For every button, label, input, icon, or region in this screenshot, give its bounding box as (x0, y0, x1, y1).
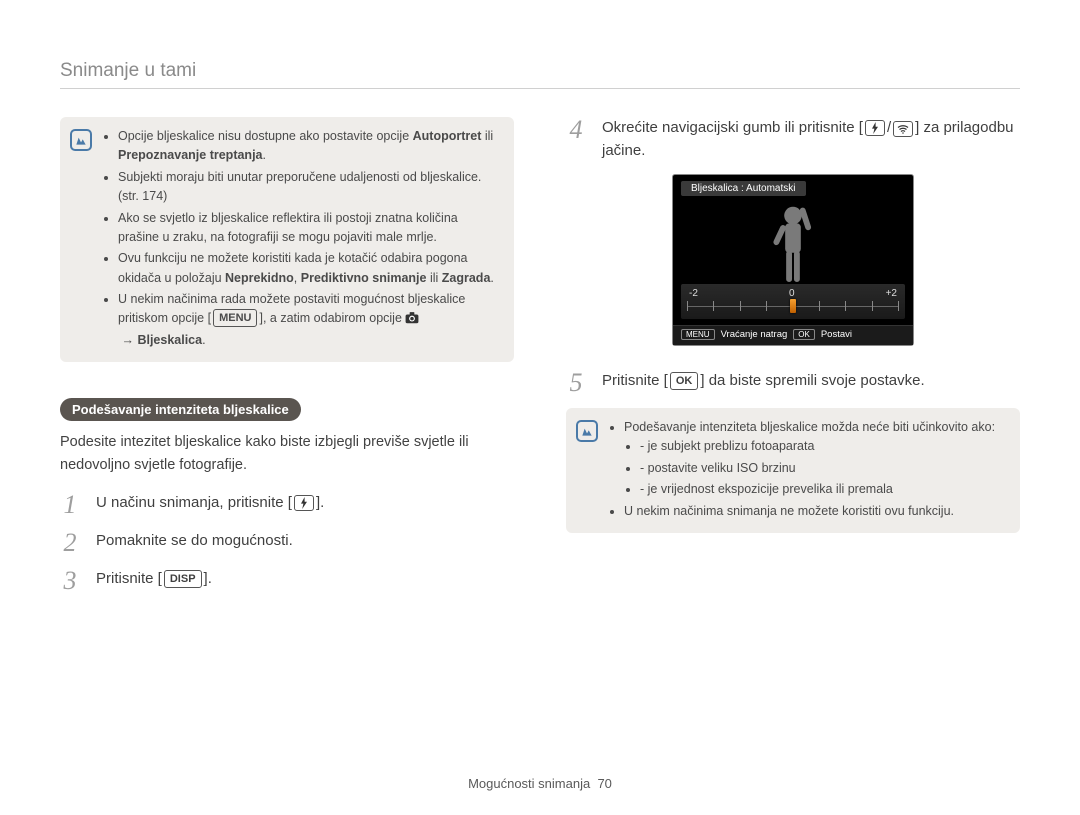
note-sub-item: postavite veliku ISO brzinu (640, 459, 995, 478)
lcd-title: Bljeskalica : Automatski (681, 181, 806, 196)
disp-button-label: DISP (164, 570, 202, 588)
step-number: 5 (566, 370, 586, 396)
lcd-back-label: Vraćanje natrag (721, 329, 788, 340)
step-number: 2 (60, 530, 80, 556)
step-number: 1 (60, 492, 80, 518)
step-4: 4 Okrećite navigacijski gumb ili pritisn… (566, 117, 1020, 162)
section-intro: Podesite intezitet bljeskalice kako bist… (60, 431, 514, 476)
lcd-preview: Bljeskalica : Automatski -2 0 (672, 174, 914, 346)
lcd-ok-tag: OK (793, 329, 815, 340)
step-2: 2 Pomaknite se do mogućnosti. (60, 530, 514, 556)
note-item: Ovu funkciju ne možete koristiti kada je… (118, 249, 502, 288)
step-number: 3 (60, 568, 80, 594)
wifi-icon (893, 121, 913, 137)
section-pill: Podešavanje intenziteta bljeskalice (60, 398, 301, 421)
note-sub-item: je subjekt preblizu fotoaparata (640, 437, 995, 456)
page-title: Snimanje u tami (60, 60, 1020, 89)
lcd-min: -2 (689, 288, 698, 299)
note-item: U nekim načinima snimanja ne možete kori… (624, 502, 995, 521)
note-item: Ako se svjetlo iz bljeskalice reflektira… (118, 209, 502, 248)
camera-icon (405, 311, 419, 330)
lcd-footer: MENU Vraćanje natrag OK Postavi (673, 325, 913, 345)
lcd-menu-tag: MENU (681, 329, 715, 340)
lcd-body (673, 196, 913, 284)
note-item: Podešavanje intenziteta bljeskalice možd… (624, 418, 995, 500)
info-note-top: Opcije bljeskalice nisu dostupne ako pos… (60, 117, 514, 362)
note-item: Opcije bljeskalice nisu dostupne ako pos… (118, 127, 502, 166)
note-item: Subjekti moraju biti unutar preporučene … (118, 168, 502, 207)
lcd-ok-label: Postavi (821, 329, 852, 340)
lcd-slider: -2 0 +2 (681, 284, 905, 319)
page-footer: Mogućnosti snimanja 70 (0, 776, 1080, 791)
lcd-knob (790, 299, 796, 313)
left-column: Opcije bljeskalice nisu dostupne ako pos… (60, 117, 514, 606)
info-icon (576, 420, 598, 442)
info-note-bottom: Podešavanje intenziteta bljeskalice možd… (566, 408, 1020, 533)
info-icon (70, 129, 92, 151)
note-item: U nekim načinima rada možete postaviti m… (118, 290, 502, 350)
menu-button-label: MENU (213, 309, 257, 327)
lcd-max: +2 (886, 288, 897, 299)
flash-icon (294, 495, 314, 511)
right-column: 4 Okrećite navigacijski gumb ili pritisn… (566, 117, 1020, 606)
ok-button-label: OK (670, 372, 699, 390)
note-sub-item: je vrijednost ekspozicije prevelika ili … (640, 480, 995, 499)
lcd-zero: 0 (789, 288, 795, 299)
step-5: 5 Pritisnite [OK] da biste spremili svoj… (566, 370, 1020, 396)
step-3: 3 Pritisnite [DISP]. (60, 568, 514, 594)
flash-icon (865, 120, 885, 136)
step-1: 1 U načinu snimanja, pritisnite []. (60, 492, 514, 518)
step-number: 4 (566, 117, 586, 143)
